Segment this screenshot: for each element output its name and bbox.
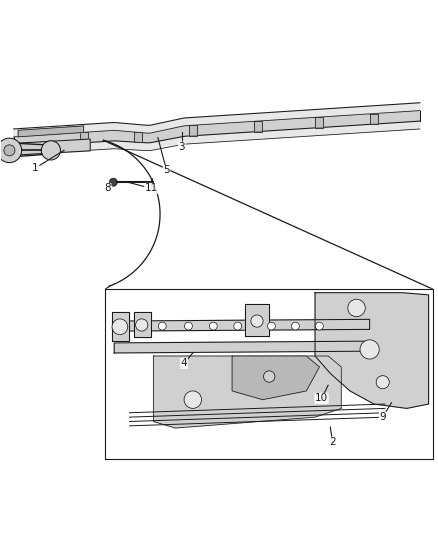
Polygon shape: [114, 319, 370, 331]
Circle shape: [251, 315, 263, 327]
Polygon shape: [114, 341, 367, 353]
Circle shape: [158, 322, 166, 330]
Polygon shape: [370, 114, 378, 124]
Circle shape: [315, 322, 323, 330]
Text: 2: 2: [329, 437, 336, 447]
Text: 9: 9: [379, 412, 386, 422]
Polygon shape: [14, 139, 90, 155]
Circle shape: [360, 340, 379, 359]
Circle shape: [136, 319, 148, 331]
Circle shape: [4, 145, 15, 156]
Circle shape: [234, 322, 242, 330]
Polygon shape: [14, 103, 420, 137]
Circle shape: [268, 322, 276, 330]
Text: 3: 3: [179, 142, 185, 152]
Polygon shape: [189, 125, 197, 136]
Polygon shape: [14, 111, 420, 147]
Circle shape: [348, 299, 365, 317]
Text: 1: 1: [32, 163, 39, 173]
Circle shape: [291, 322, 299, 330]
Circle shape: [0, 138, 21, 163]
Polygon shape: [153, 356, 341, 428]
Polygon shape: [14, 121, 420, 155]
Polygon shape: [232, 356, 319, 400]
Text: 10: 10: [315, 393, 328, 403]
Polygon shape: [245, 304, 269, 336]
Circle shape: [209, 322, 217, 330]
Polygon shape: [315, 117, 323, 127]
Polygon shape: [18, 126, 84, 137]
Circle shape: [376, 376, 389, 389]
Circle shape: [264, 371, 275, 382]
Circle shape: [184, 322, 192, 330]
Polygon shape: [315, 293, 428, 408]
Polygon shape: [112, 312, 130, 341]
Text: 8: 8: [104, 183, 111, 193]
Circle shape: [41, 141, 60, 160]
Polygon shape: [254, 121, 262, 132]
Polygon shape: [134, 132, 142, 142]
Polygon shape: [80, 132, 88, 143]
Circle shape: [110, 179, 117, 186]
Text: 4: 4: [181, 358, 187, 368]
Text: 5: 5: [163, 165, 170, 175]
Text: 11: 11: [145, 183, 158, 193]
Polygon shape: [134, 312, 151, 337]
Circle shape: [184, 391, 201, 408]
Circle shape: [112, 319, 128, 335]
Polygon shape: [106, 289, 433, 458]
